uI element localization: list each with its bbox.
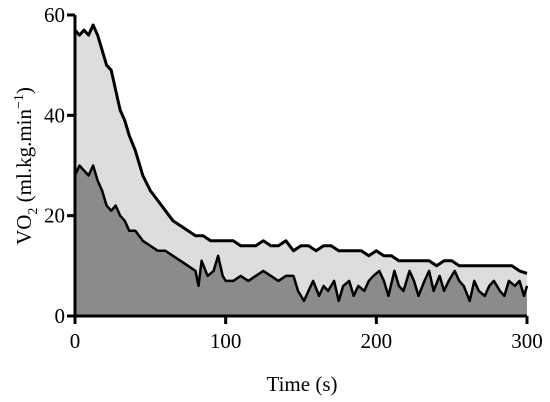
- x-axis-label: Time (s): [267, 372, 338, 396]
- x-tick-label: 0: [70, 329, 81, 353]
- x-tick-label: 100: [210, 329, 242, 353]
- y-axis-label-close: ): [12, 87, 36, 94]
- y-tick-label: 20: [44, 204, 65, 228]
- y-axis-ticks: 0 20 40 60: [44, 3, 75, 328]
- y-axis-label-superscript: −1: [12, 94, 27, 109]
- x-tick-label: 200: [361, 329, 393, 353]
- y-axis-label-subscript: 2: [26, 208, 41, 215]
- axes: 0 20 40 60 0 100 200 300: [44, 3, 543, 353]
- lower-series-area: [75, 165, 527, 316]
- y-axis-label-main: VO: [12, 215, 36, 245]
- y-tick-label: 60: [44, 3, 65, 27]
- y-tick-label: 0: [55, 304, 66, 328]
- y-axis-label: VO2 (ml.kg.min−1): [12, 87, 41, 245]
- upper-series-line: [73, 23, 528, 275]
- upper-series-area: [75, 25, 527, 316]
- plot-area: [73, 23, 529, 316]
- y-axis-label-units: (ml.kg.min: [12, 108, 36, 207]
- lower-series-line: [73, 164, 529, 303]
- y-tick-label: 40: [44, 103, 65, 127]
- x-tick-label: 300: [511, 329, 543, 353]
- x-axis-ticks: 0 100 200 300: [70, 316, 543, 353]
